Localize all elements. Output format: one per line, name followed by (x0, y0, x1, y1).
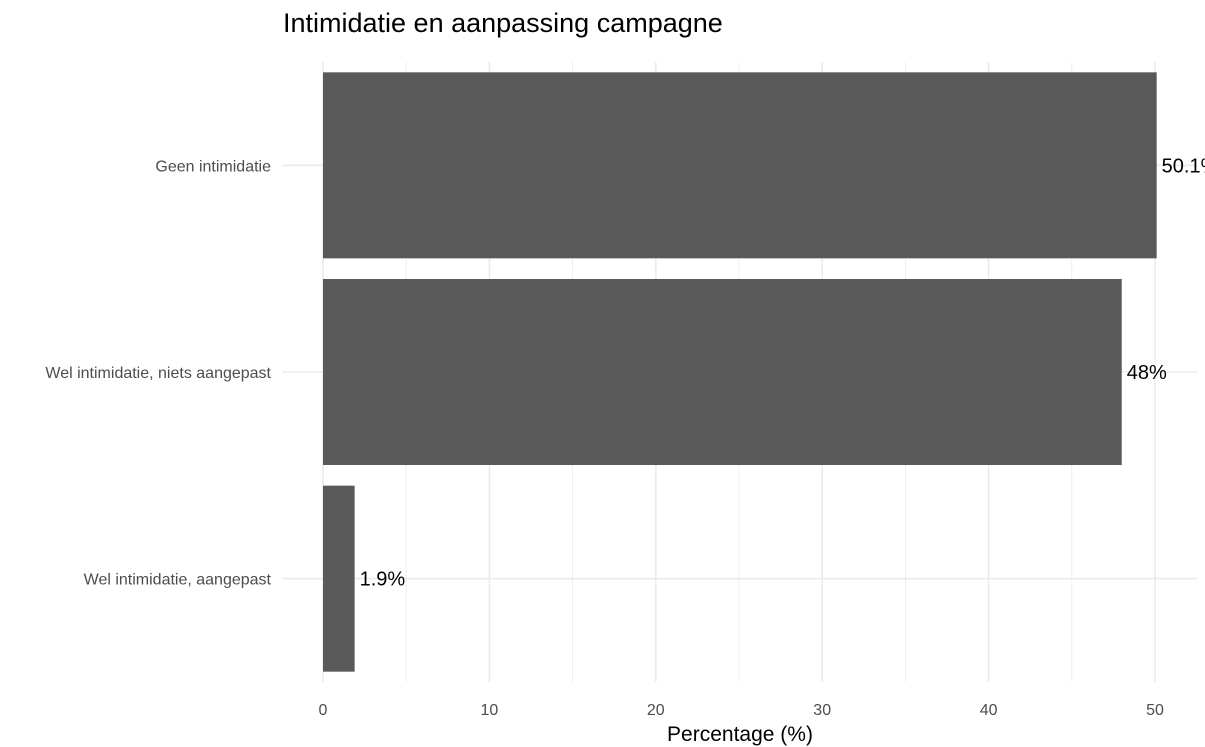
data-label: 50.1% (1162, 155, 1205, 177)
bar (323, 485, 355, 672)
category-labels: Geen intimidatie Wel intimidatie, niets a… (45, 158, 271, 588)
x-tick-label: 0 (319, 702, 328, 719)
data-label: 48% (1127, 362, 1167, 384)
x-tick-label: 40 (980, 702, 998, 719)
bars (323, 72, 1157, 672)
x-tick-label: 50 (1146, 702, 1164, 719)
x-tick-label: 20 (647, 702, 665, 719)
category-label: Geen intimidatie (155, 158, 271, 175)
chart-title: Intimidatie en aanpassing campagne (283, 8, 723, 38)
x-axis-ticks: 0 10 20 30 40 50 (319, 702, 1164, 719)
x-axis-title: Percentage (%) (667, 723, 813, 746)
data-labels: 50.1% 48% 1.9% (360, 155, 1205, 590)
category-label: Wel intimidatie, niets aangepast (45, 365, 271, 382)
bar (323, 279, 1122, 465)
category-label: Wel intimidatie, aangepast (84, 572, 272, 589)
bar (323, 72, 1157, 259)
x-tick-label: 30 (813, 702, 831, 719)
data-label: 1.9% (360, 569, 406, 591)
x-tick-label: 10 (481, 702, 499, 719)
